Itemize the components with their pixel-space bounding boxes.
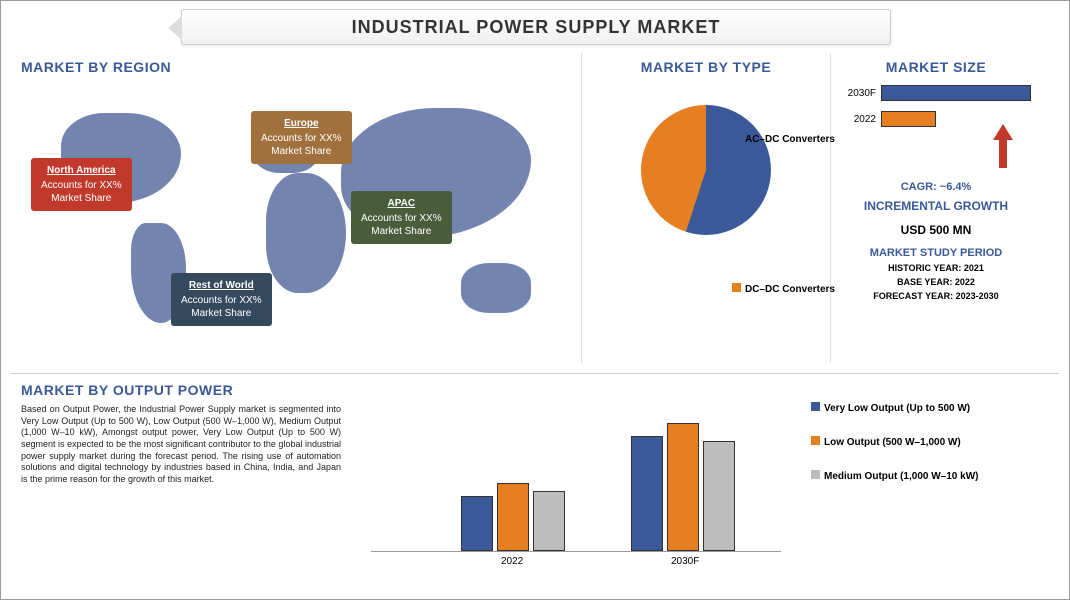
size-bar-chart: 2030F 2022 bbox=[841, 85, 1031, 175]
output-text-block: MARKET BY OUTPUT POWER Based on Output P… bbox=[11, 382, 351, 589]
size-heading: MARKET SIZE bbox=[841, 59, 1031, 75]
output-legend-item: Low Output (500 W–1,000 W) bbox=[811, 436, 1031, 448]
pie-chart bbox=[641, 105, 771, 235]
x-axis-label: 2022 bbox=[501, 556, 523, 567]
bar bbox=[533, 491, 565, 551]
title-banner: INDUSTRIAL POWER SUPPLY MARKET bbox=[181, 9, 891, 45]
bar-group bbox=[461, 483, 565, 551]
bar bbox=[461, 496, 493, 551]
size-bar bbox=[881, 85, 1031, 101]
legend-square bbox=[811, 436, 820, 445]
top-row: MARKET BY REGION North AmericaAccounts f… bbox=[11, 53, 1059, 363]
region-label: Rest of WorldAccounts for XX%Market Shar… bbox=[171, 273, 272, 326]
growth-value: USD 500 MN bbox=[841, 223, 1031, 237]
map-af bbox=[266, 173, 346, 293]
size-panel: MARKET SIZE 2030F 2022 CAGR: ~6.4% INCREM… bbox=[831, 53, 1041, 363]
output-legend-item: Medium Output (1,000 W–10 kW) bbox=[811, 470, 1031, 482]
study-title: MARKET STUDY PERIOD bbox=[841, 247, 1031, 259]
size-bar-label: 2030F bbox=[841, 88, 881, 99]
size-bar-label: 2022 bbox=[841, 114, 881, 125]
region-panel: MARKET BY REGION North AmericaAccounts f… bbox=[11, 53, 581, 363]
bar-group bbox=[631, 423, 735, 551]
world-map: North AmericaAccounts for XX%Market Shar… bbox=[21, 83, 571, 363]
map-au bbox=[461, 263, 531, 313]
legend-square bbox=[811, 402, 820, 411]
cagr-text: CAGR: ~6.4% bbox=[841, 181, 1031, 193]
size-bar-row: 2030F bbox=[841, 85, 1031, 101]
bar bbox=[497, 483, 529, 551]
output-heading: MARKET BY OUTPUT POWER bbox=[21, 382, 341, 398]
growth-arrow-icon bbox=[993, 124, 1013, 173]
main-title: INDUSTRIAL POWER SUPPLY MARKET bbox=[352, 17, 721, 38]
region-heading: MARKET BY REGION bbox=[21, 59, 571, 75]
legend-dcdc: DC–DC Converters bbox=[732, 283, 835, 295]
x-axis-label: 2030F bbox=[671, 556, 699, 567]
output-panel: MARKET BY OUTPUT POWER Based on Output P… bbox=[11, 373, 1059, 589]
type-heading: MARKET BY TYPE bbox=[592, 59, 820, 75]
growth-title: INCREMENTAL GROWTH bbox=[841, 199, 1031, 213]
output-bar-chart: 2022 2030F bbox=[351, 382, 801, 589]
bar bbox=[703, 441, 735, 551]
bar bbox=[667, 423, 699, 551]
legend-acdc: AC–DC Converters bbox=[732, 133, 835, 145]
output-legend-item: Very Low Output (Up to 500 W) bbox=[811, 402, 1031, 414]
output-description: Based on Output Power, the Industrial Po… bbox=[21, 404, 341, 486]
legend-square-acdc bbox=[732, 133, 741, 142]
legend-square-dcdc bbox=[732, 283, 741, 292]
output-legend: Very Low Output (Up to 500 W) Low Output … bbox=[801, 382, 1041, 589]
study-line: BASE YEAR: 2022 bbox=[841, 277, 1031, 287]
bar bbox=[631, 436, 663, 551]
size-bar bbox=[881, 111, 936, 127]
type-panel: MARKET BY TYPE AC–DC Converters DC–DC Co… bbox=[581, 53, 831, 363]
legend-square bbox=[811, 470, 820, 479]
infographic-container: INDUSTRIAL POWER SUPPLY MARKET MARKET BY… bbox=[0, 0, 1070, 600]
region-label: EuropeAccounts for XX%Market Share bbox=[251, 111, 352, 164]
region-label: North AmericaAccounts for XX%Market Shar… bbox=[31, 158, 132, 211]
region-label: APACAccounts for XX%Market Share bbox=[351, 191, 452, 244]
study-line: FORECAST YEAR: 2023-2030 bbox=[841, 291, 1031, 301]
study-line: HISTORIC YEAR: 2021 bbox=[841, 263, 1031, 273]
